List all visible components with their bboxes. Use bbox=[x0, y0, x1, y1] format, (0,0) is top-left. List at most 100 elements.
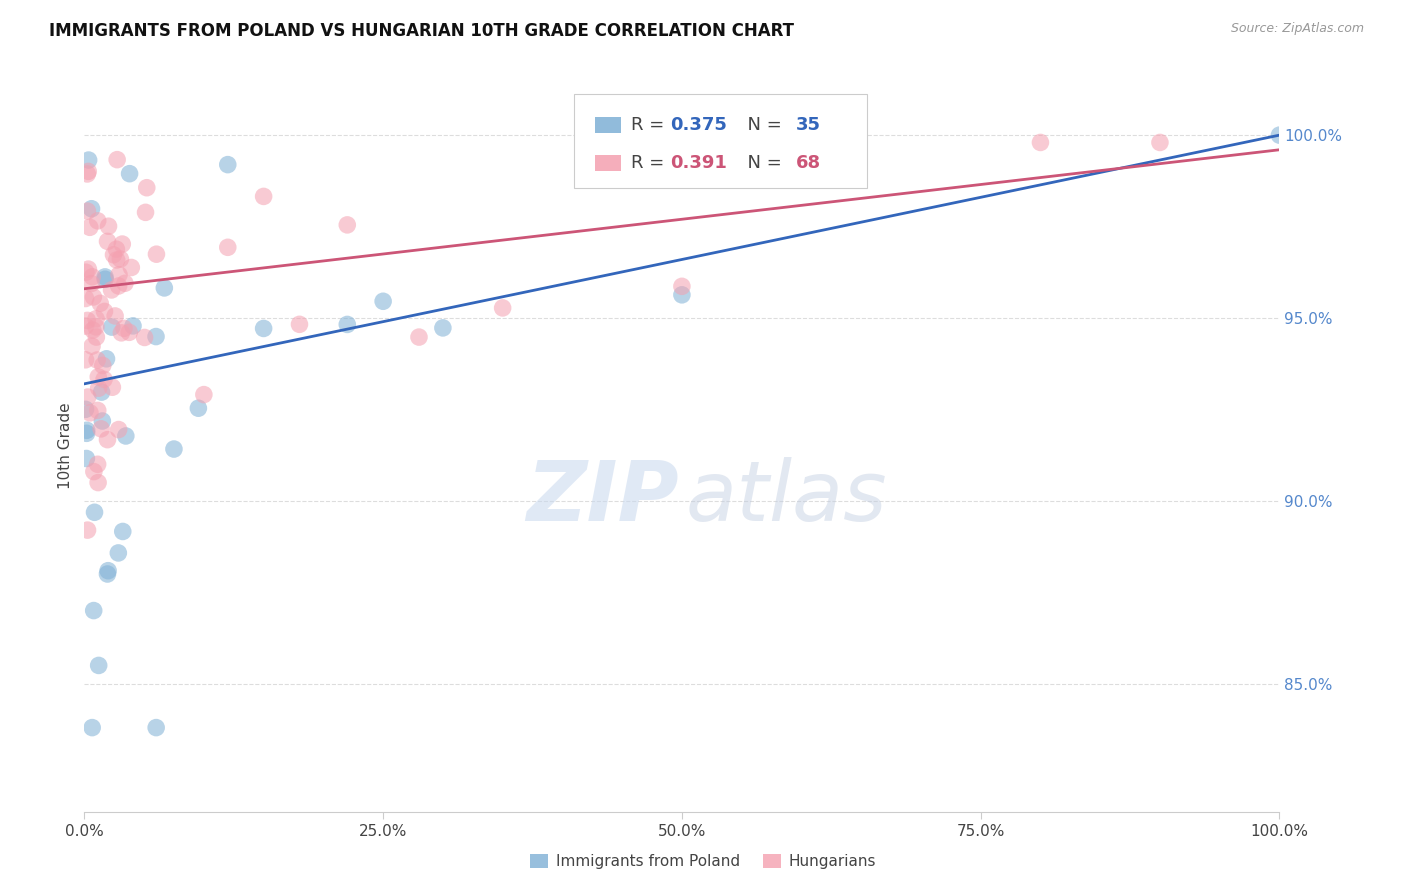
Point bbox=[110, 252, 132, 266]
Point bbox=[163, 442, 186, 456]
Point bbox=[1268, 128, 1291, 142]
Point bbox=[82, 269, 104, 284]
Point bbox=[114, 429, 136, 443]
Point bbox=[93, 372, 115, 386]
Point bbox=[145, 721, 167, 735]
Point bbox=[432, 321, 454, 335]
Point bbox=[91, 359, 114, 373]
Point bbox=[336, 218, 359, 232]
Point bbox=[118, 326, 141, 340]
Point bbox=[336, 318, 359, 332]
Point bbox=[96, 235, 118, 249]
Point bbox=[120, 260, 142, 275]
Point bbox=[96, 351, 118, 366]
Point bbox=[87, 475, 110, 490]
Point bbox=[80, 202, 103, 216]
Point bbox=[193, 387, 215, 401]
Point bbox=[80, 339, 103, 353]
Point bbox=[82, 323, 104, 337]
Point bbox=[86, 458, 108, 472]
Point bbox=[101, 320, 124, 334]
Point bbox=[77, 262, 100, 277]
FancyBboxPatch shape bbox=[575, 95, 868, 188]
Point bbox=[84, 311, 107, 326]
Point bbox=[91, 414, 114, 428]
Point bbox=[96, 433, 118, 447]
Text: R =: R = bbox=[630, 154, 669, 172]
Point bbox=[90, 385, 112, 400]
Point bbox=[89, 296, 111, 310]
Legend: Immigrants from Poland, Hungarians: Immigrants from Poland, Hungarians bbox=[523, 848, 883, 875]
Point bbox=[75, 319, 97, 334]
Point bbox=[84, 319, 107, 334]
Point bbox=[76, 390, 98, 404]
Point bbox=[135, 205, 157, 219]
Point bbox=[1029, 136, 1052, 150]
Point bbox=[76, 523, 98, 537]
Point bbox=[76, 167, 98, 181]
Text: N =: N = bbox=[735, 154, 787, 172]
Point bbox=[217, 240, 239, 254]
Point bbox=[75, 352, 97, 367]
Point bbox=[87, 369, 110, 384]
Point bbox=[96, 567, 118, 582]
Text: IMMIGRANTS FROM POLAND VS HUNGARIAN 10TH GRADE CORRELATION CHART: IMMIGRANTS FROM POLAND VS HUNGARIAN 10TH… bbox=[49, 22, 794, 40]
Point bbox=[122, 318, 145, 333]
Point bbox=[83, 604, 105, 618]
Point bbox=[87, 381, 110, 395]
Point bbox=[1149, 136, 1171, 150]
Point bbox=[103, 248, 125, 262]
Point bbox=[111, 237, 134, 252]
Text: R =: R = bbox=[630, 116, 669, 134]
FancyBboxPatch shape bbox=[595, 117, 621, 133]
Point bbox=[134, 330, 156, 344]
Point bbox=[373, 294, 395, 309]
Point bbox=[75, 265, 97, 279]
Point bbox=[86, 330, 108, 344]
Point bbox=[118, 167, 141, 181]
Point bbox=[97, 564, 120, 578]
Text: 68: 68 bbox=[796, 154, 821, 172]
Point bbox=[77, 164, 100, 178]
Point bbox=[253, 321, 276, 335]
Point bbox=[86, 353, 108, 368]
Point bbox=[87, 214, 110, 228]
Point bbox=[187, 401, 209, 416]
Text: ZIP: ZIP bbox=[526, 457, 678, 538]
Point bbox=[87, 403, 110, 417]
Point bbox=[80, 277, 103, 291]
Point bbox=[107, 546, 129, 560]
Text: 0.391: 0.391 bbox=[671, 154, 727, 172]
Text: N =: N = bbox=[735, 116, 787, 134]
Point bbox=[97, 219, 120, 234]
Point bbox=[75, 451, 97, 466]
Text: 35: 35 bbox=[796, 116, 821, 134]
Point bbox=[671, 279, 693, 293]
Point bbox=[108, 268, 131, 282]
Point bbox=[135, 180, 157, 194]
Point bbox=[83, 465, 105, 479]
Point bbox=[107, 279, 129, 293]
Point bbox=[79, 220, 101, 235]
Point bbox=[671, 288, 693, 302]
Point bbox=[77, 153, 100, 167]
FancyBboxPatch shape bbox=[595, 155, 621, 171]
Point bbox=[76, 423, 98, 437]
Point bbox=[105, 252, 128, 267]
Point bbox=[87, 658, 110, 673]
Point bbox=[93, 304, 115, 318]
Point bbox=[90, 422, 112, 436]
Point bbox=[82, 721, 104, 735]
Point bbox=[104, 309, 127, 323]
Point bbox=[105, 242, 128, 256]
Point bbox=[105, 153, 128, 167]
Point bbox=[145, 247, 167, 261]
Point bbox=[153, 281, 176, 295]
Point bbox=[217, 158, 239, 172]
Point bbox=[83, 505, 105, 519]
Point bbox=[112, 321, 135, 335]
Point bbox=[76, 426, 98, 441]
Point bbox=[408, 330, 430, 344]
Point bbox=[75, 402, 97, 417]
Point bbox=[82, 290, 104, 304]
